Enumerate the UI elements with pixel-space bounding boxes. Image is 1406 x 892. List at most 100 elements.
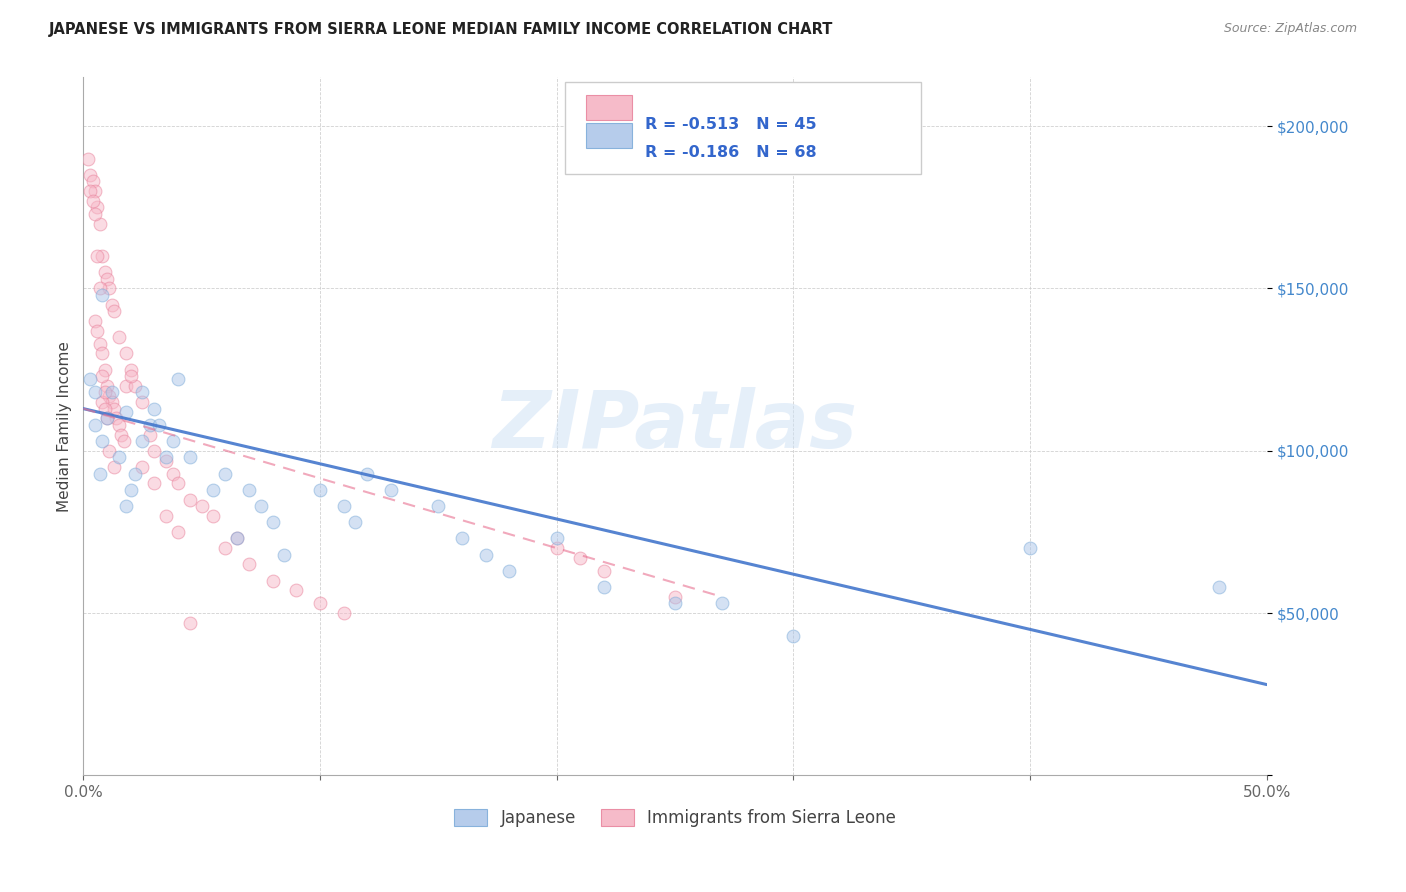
Point — [91, 434, 114, 448]
Point — [77, 152, 100, 166]
Point — [96, 271, 118, 285]
Point — [103, 401, 125, 416]
Point — [167, 476, 190, 491]
Point — [273, 548, 295, 562]
Point — [89, 336, 111, 351]
Point — [155, 508, 177, 523]
Point — [82, 174, 104, 188]
Point — [380, 483, 402, 497]
Point — [115, 405, 138, 419]
Point — [214, 467, 236, 481]
Text: JAPANESE VS IMMIGRANTS FROM SIERRA LEONE MEDIAN FAMILY INCOME CORRELATION CHART: JAPANESE VS IMMIGRANTS FROM SIERRA LEONE… — [49, 22, 834, 37]
Point — [474, 548, 496, 562]
Point — [593, 580, 616, 594]
Point — [91, 395, 114, 409]
Point — [451, 532, 474, 546]
Point — [107, 417, 129, 432]
Point — [79, 184, 101, 198]
FancyBboxPatch shape — [586, 95, 633, 120]
Point — [664, 596, 686, 610]
Point — [98, 389, 121, 403]
Point — [138, 427, 160, 442]
Point — [202, 483, 225, 497]
Point — [162, 434, 184, 448]
Point — [138, 417, 160, 432]
Point — [162, 467, 184, 481]
Point — [124, 467, 146, 481]
Point — [91, 346, 114, 360]
Point — [105, 411, 128, 425]
Point — [131, 434, 153, 448]
Point — [89, 217, 111, 231]
Point — [226, 532, 249, 546]
Point — [79, 372, 101, 386]
Point — [202, 508, 225, 523]
Point — [238, 483, 260, 497]
FancyBboxPatch shape — [565, 82, 921, 174]
Point — [427, 499, 450, 513]
Point — [120, 483, 142, 497]
Point — [89, 281, 111, 295]
Point — [179, 492, 201, 507]
Point — [91, 249, 114, 263]
Text: R = -0.513   N = 45: R = -0.513 N = 45 — [645, 118, 817, 132]
Point — [115, 379, 138, 393]
Point — [356, 467, 378, 481]
Point — [84, 314, 107, 328]
Y-axis label: Median Family Income: Median Family Income — [58, 341, 72, 512]
Point — [124, 379, 146, 393]
Point — [155, 450, 177, 465]
Point — [593, 564, 616, 578]
Point — [86, 200, 108, 214]
Point — [93, 265, 115, 279]
Point — [1019, 541, 1042, 556]
Point — [155, 453, 177, 467]
Point — [143, 476, 166, 491]
Point — [498, 564, 520, 578]
Point — [332, 499, 354, 513]
Point — [91, 369, 114, 384]
Point — [214, 541, 236, 556]
Point — [546, 541, 568, 556]
Point — [332, 606, 354, 620]
Text: ZIPatlas: ZIPatlas — [492, 387, 858, 466]
Legend: Japanese, Immigrants from Sierra Leone: Japanese, Immigrants from Sierra Leone — [447, 802, 903, 833]
Point — [131, 385, 153, 400]
Point — [143, 443, 166, 458]
FancyBboxPatch shape — [586, 123, 633, 148]
Point — [112, 434, 135, 448]
Point — [179, 615, 201, 630]
Point — [98, 443, 121, 458]
Point — [1208, 580, 1230, 594]
Point — [115, 499, 138, 513]
Point — [84, 207, 107, 221]
Point — [569, 551, 592, 566]
Point — [226, 532, 249, 546]
Point — [167, 524, 190, 539]
Point — [96, 411, 118, 425]
Point — [179, 450, 201, 465]
Point — [262, 574, 284, 588]
Point — [711, 596, 734, 610]
Point — [93, 385, 115, 400]
Point — [84, 385, 107, 400]
Point — [285, 583, 308, 598]
Point — [100, 395, 122, 409]
Point — [664, 590, 686, 604]
Point — [93, 362, 115, 376]
Point — [91, 288, 114, 302]
Point — [546, 532, 568, 546]
Point — [103, 460, 125, 475]
Point — [262, 515, 284, 529]
Point — [82, 194, 104, 208]
Text: Source: ZipAtlas.com: Source: ZipAtlas.com — [1223, 22, 1357, 36]
Point — [344, 515, 367, 529]
Point — [782, 629, 804, 643]
Point — [86, 324, 108, 338]
Point — [131, 395, 153, 409]
Point — [190, 499, 212, 513]
Point — [98, 281, 121, 295]
Point — [79, 168, 101, 182]
Point — [96, 411, 118, 425]
Point — [143, 401, 166, 416]
